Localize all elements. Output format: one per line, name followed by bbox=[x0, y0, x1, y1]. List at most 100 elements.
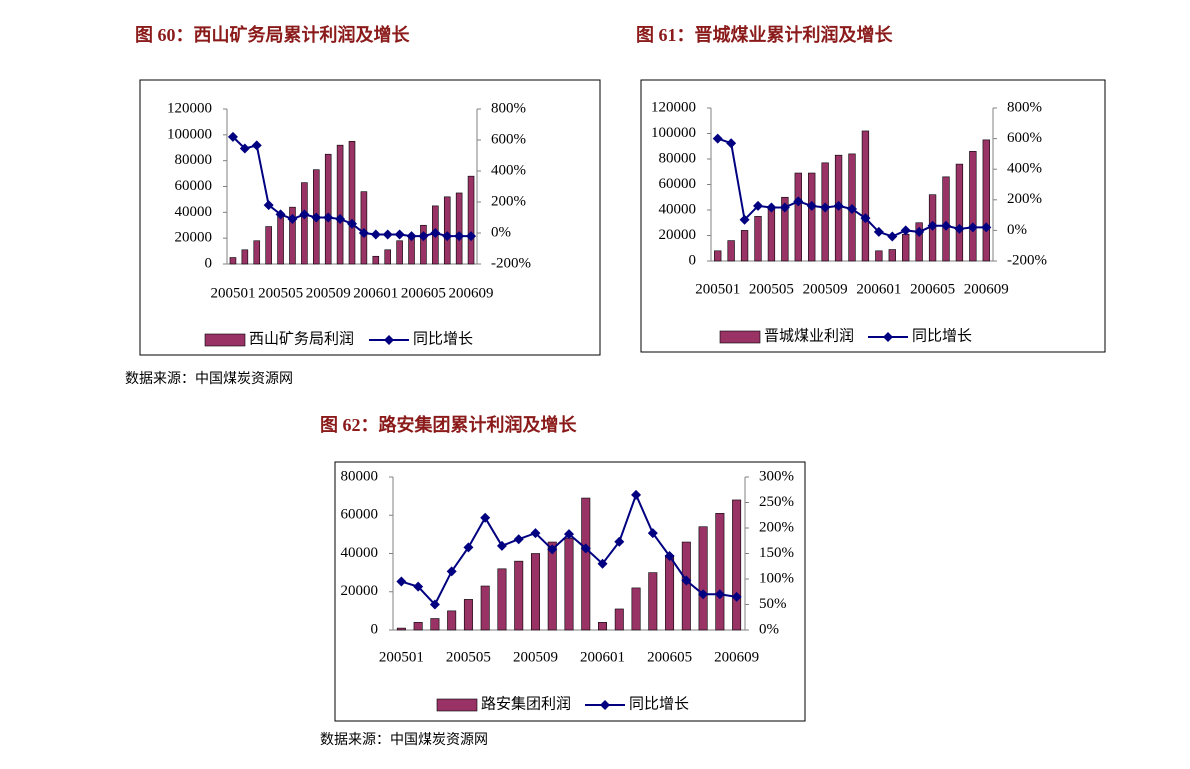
growth-marker bbox=[597, 558, 608, 569]
bar bbox=[497, 568, 507, 631]
y-tick-label: 60000 bbox=[659, 176, 697, 192]
growth-marker bbox=[779, 202, 790, 213]
y-tick-label: 40000 bbox=[341, 545, 379, 561]
source-note: 数据来源：中国煤炭资源网 bbox=[320, 732, 488, 748]
bar bbox=[447, 610, 457, 631]
bar bbox=[942, 176, 950, 262]
bar bbox=[547, 541, 557, 631]
growth-marker bbox=[793, 196, 804, 207]
bar bbox=[443, 196, 451, 265]
chart-title: 图 61：晋城煤业累计利润及增长 bbox=[636, 24, 893, 45]
y-tick-label: 80000 bbox=[341, 468, 379, 484]
x-tick-label: 200509 bbox=[803, 281, 848, 297]
growth-marker bbox=[614, 536, 625, 547]
y-tick-label: 80000 bbox=[175, 152, 213, 168]
growth-marker bbox=[900, 225, 911, 236]
bar bbox=[714, 250, 722, 262]
growth-marker bbox=[530, 528, 541, 539]
y2-tick-label: -200% bbox=[1007, 252, 1047, 268]
y-tick-label: 120000 bbox=[167, 100, 212, 116]
bar bbox=[360, 191, 368, 265]
bar bbox=[767, 208, 776, 262]
bar bbox=[631, 587, 641, 631]
x-tick-label: 200609 bbox=[714, 649, 759, 665]
x-tick-label: 200609 bbox=[449, 285, 494, 301]
growth-marker bbox=[547, 544, 558, 555]
bar bbox=[430, 618, 440, 631]
source-note: 数据来源：中国煤炭资源网 bbox=[125, 371, 293, 387]
growth-marker bbox=[753, 200, 763, 211]
y2-tick-label: 50% bbox=[759, 596, 787, 612]
y2-tick-label: 600% bbox=[1007, 130, 1042, 146]
legend-label: 路安集团利润 bbox=[481, 695, 571, 712]
y-tick-label: 20000 bbox=[341, 583, 379, 599]
growth-marker bbox=[513, 534, 524, 545]
growth-marker bbox=[887, 231, 898, 242]
y2-tick-label: 0% bbox=[491, 224, 511, 240]
bar bbox=[875, 250, 883, 262]
bar bbox=[665, 555, 675, 631]
bar bbox=[740, 230, 749, 262]
bar bbox=[861, 130, 870, 262]
bar bbox=[289, 206, 296, 265]
bar bbox=[463, 599, 473, 631]
y2-tick-label: 0% bbox=[1007, 222, 1027, 238]
bar bbox=[455, 192, 463, 265]
x-tick-label: 200601 bbox=[856, 281, 901, 297]
growth-marker bbox=[454, 231, 465, 242]
legend-marker bbox=[600, 700, 610, 710]
growth-marker bbox=[580, 543, 591, 554]
growth-marker bbox=[873, 226, 884, 237]
chart-title: 图 60：西山矿务局累计利润及增长 bbox=[135, 24, 410, 45]
growth-marker bbox=[712, 133, 723, 144]
y2-tick-label: 100% bbox=[759, 570, 794, 586]
bar bbox=[564, 537, 574, 631]
growth-marker bbox=[311, 212, 322, 223]
growth-marker bbox=[806, 200, 817, 211]
bar bbox=[698, 526, 708, 631]
y-tick-label: 0 bbox=[205, 255, 213, 271]
x-tick-label: 200601 bbox=[580, 649, 625, 665]
growth-marker bbox=[413, 581, 424, 592]
growth-marker bbox=[335, 214, 346, 225]
growth-marker bbox=[860, 213, 871, 224]
growth-marker bbox=[463, 542, 474, 553]
y2-tick-label: 250% bbox=[759, 494, 794, 510]
y2-tick-label: 400% bbox=[1007, 161, 1042, 177]
x-tick-label: 200509 bbox=[513, 649, 558, 665]
growth-marker bbox=[263, 200, 274, 211]
y2-tick-label: 0% bbox=[759, 621, 779, 637]
legend-swatch bbox=[436, 698, 478, 712]
growth-marker bbox=[698, 589, 709, 600]
legend-swatch bbox=[719, 330, 761, 344]
x-tick-label: 200509 bbox=[306, 285, 351, 301]
bar bbox=[902, 233, 910, 262]
y-tick-label: 120000 bbox=[651, 99, 696, 115]
growth-marker bbox=[239, 143, 250, 154]
y-tick-label: 0 bbox=[689, 252, 697, 268]
growth-marker bbox=[496, 540, 507, 551]
growth-marker bbox=[287, 214, 298, 225]
legend-label: 同比增长 bbox=[912, 327, 972, 344]
growth-marker bbox=[418, 231, 429, 242]
growth-marker bbox=[731, 591, 742, 602]
x-tick-label: 200501 bbox=[210, 285, 255, 301]
chart-frame bbox=[334, 461, 806, 722]
growth-marker bbox=[726, 138, 737, 149]
bar bbox=[467, 175, 475, 265]
bar bbox=[969, 151, 977, 262]
growth-marker bbox=[358, 228, 369, 238]
growth-marker bbox=[394, 229, 405, 240]
bar bbox=[384, 249, 391, 265]
x-tick-label: 200505 bbox=[749, 281, 794, 297]
y-tick-label: 60000 bbox=[175, 178, 213, 194]
legend-label: 晋城煤业利润 bbox=[764, 327, 854, 344]
growth-marker bbox=[299, 209, 310, 220]
bar bbox=[420, 224, 427, 265]
bar bbox=[794, 172, 802, 262]
y-tick-label: 40000 bbox=[659, 201, 697, 217]
growth-marker bbox=[429, 599, 440, 610]
growth-marker bbox=[981, 222, 992, 233]
x-tick-label: 200505 bbox=[258, 285, 303, 301]
